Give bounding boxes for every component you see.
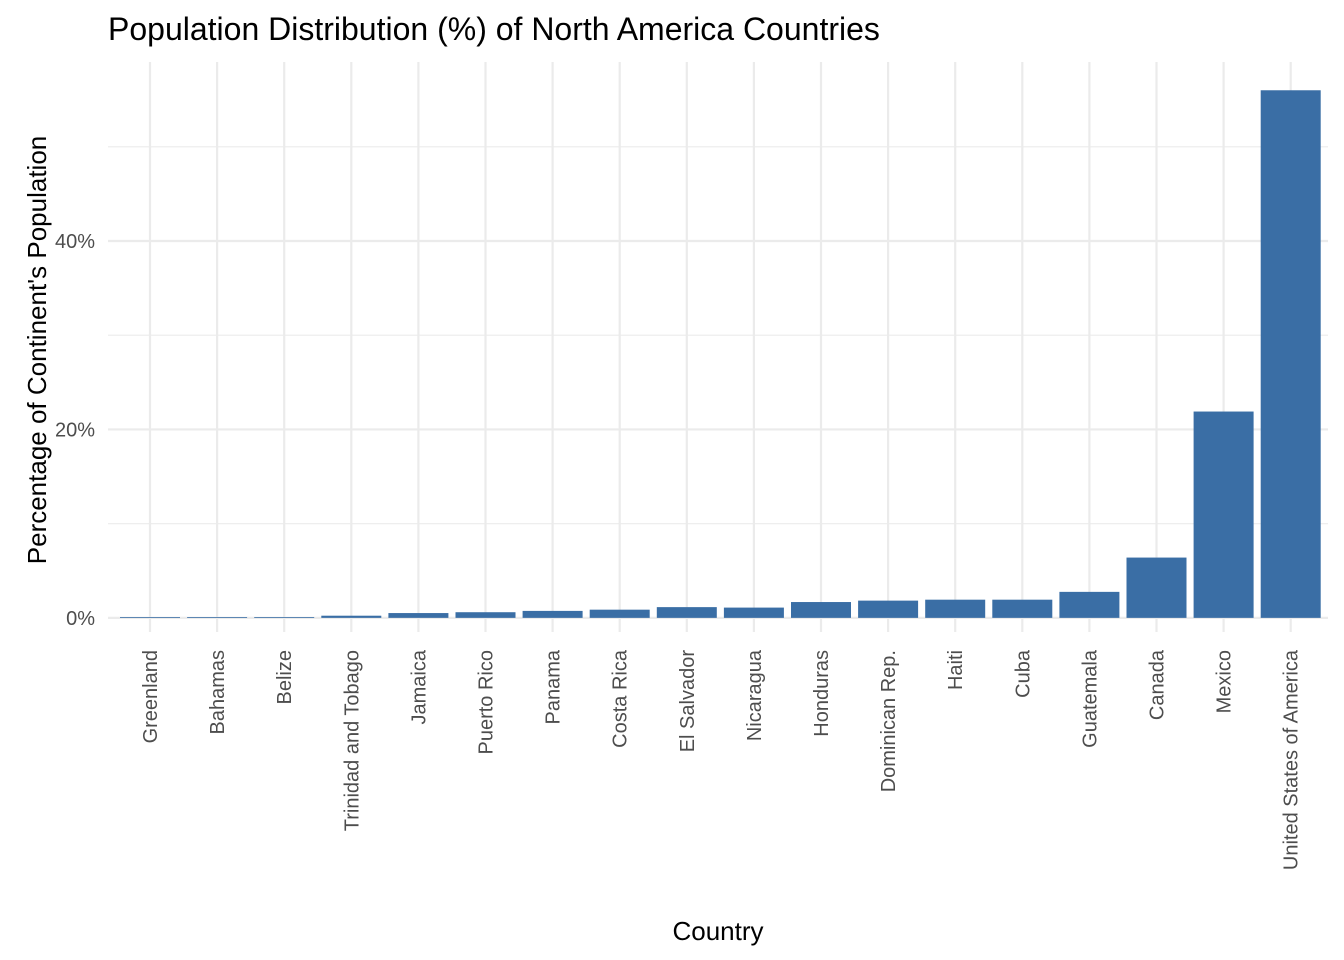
x-tick-label: Belize [274, 650, 296, 704]
bar-haiti [925, 599, 986, 618]
x-tick-label: Greenland [140, 650, 162, 743]
bar-puerto-rico [455, 612, 516, 618]
x-tick-label: Nicaragua [744, 649, 766, 741]
bar-dominican-rep- [858, 600, 919, 618]
x-tick-label: Costa Rica [610, 649, 632, 748]
x-tick-label: United States of America [1281, 649, 1303, 870]
y-tick-label: 20% [55, 419, 95, 441]
bar-bahamas [187, 617, 248, 618]
x-tick-label: Jamaica [408, 649, 430, 724]
bars-layer [120, 90, 1321, 618]
chart-title: Population Distribution (%) of North Ame… [108, 11, 880, 47]
bar-guatemala [1059, 591, 1120, 618]
bar-honduras [791, 602, 851, 618]
x-tick-label: El Salvador [677, 650, 699, 753]
x-tick-label: Dominican Rep. [878, 650, 900, 792]
bar-jamaica [388, 613, 449, 618]
bar-mexico [1193, 411, 1254, 618]
x-tick-label: Canada [1147, 649, 1169, 720]
bar-trinidad-and-tobago [321, 615, 382, 618]
bar-greenland [120, 617, 180, 618]
x-axis-title: Country [672, 916, 763, 946]
bar-belize [254, 617, 315, 618]
x-tick-label: Bahamas [207, 650, 229, 735]
x-tick-label: Haiti [945, 650, 967, 690]
x-tick-label: Cuba [1012, 649, 1034, 698]
bar-panama [522, 610, 583, 618]
bar-cuba [992, 599, 1053, 618]
bar-canada [1126, 557, 1187, 618]
x-axis-ticks: Greenland Bahamas Belize Trinidad and Tobag… [140, 649, 1303, 870]
y-axis-ticks: 0% 20% 40% [55, 231, 95, 630]
x-tick-label: Honduras [811, 650, 833, 737]
y-axis-title: Percentage of Continent's Population [22, 136, 52, 564]
y-tick-label: 40% [55, 231, 95, 253]
x-tick-label: Mexico [1214, 650, 1236, 713]
x-tick-label: Puerto Rico [476, 650, 498, 755]
bar-united-states-of-america [1260, 90, 1321, 618]
x-tick-label: Panama [543, 649, 565, 724]
bar-nicaragua [723, 607, 784, 618]
bar-costa-rica [589, 609, 650, 618]
grid-layer [108, 62, 1328, 632]
y-tick-label: 0% [66, 608, 95, 630]
x-tick-label: Guatemala [1079, 649, 1101, 748]
bar-el-salvador [656, 607, 717, 618]
x-tick-label: Trinidad and Tobago [341, 650, 363, 831]
